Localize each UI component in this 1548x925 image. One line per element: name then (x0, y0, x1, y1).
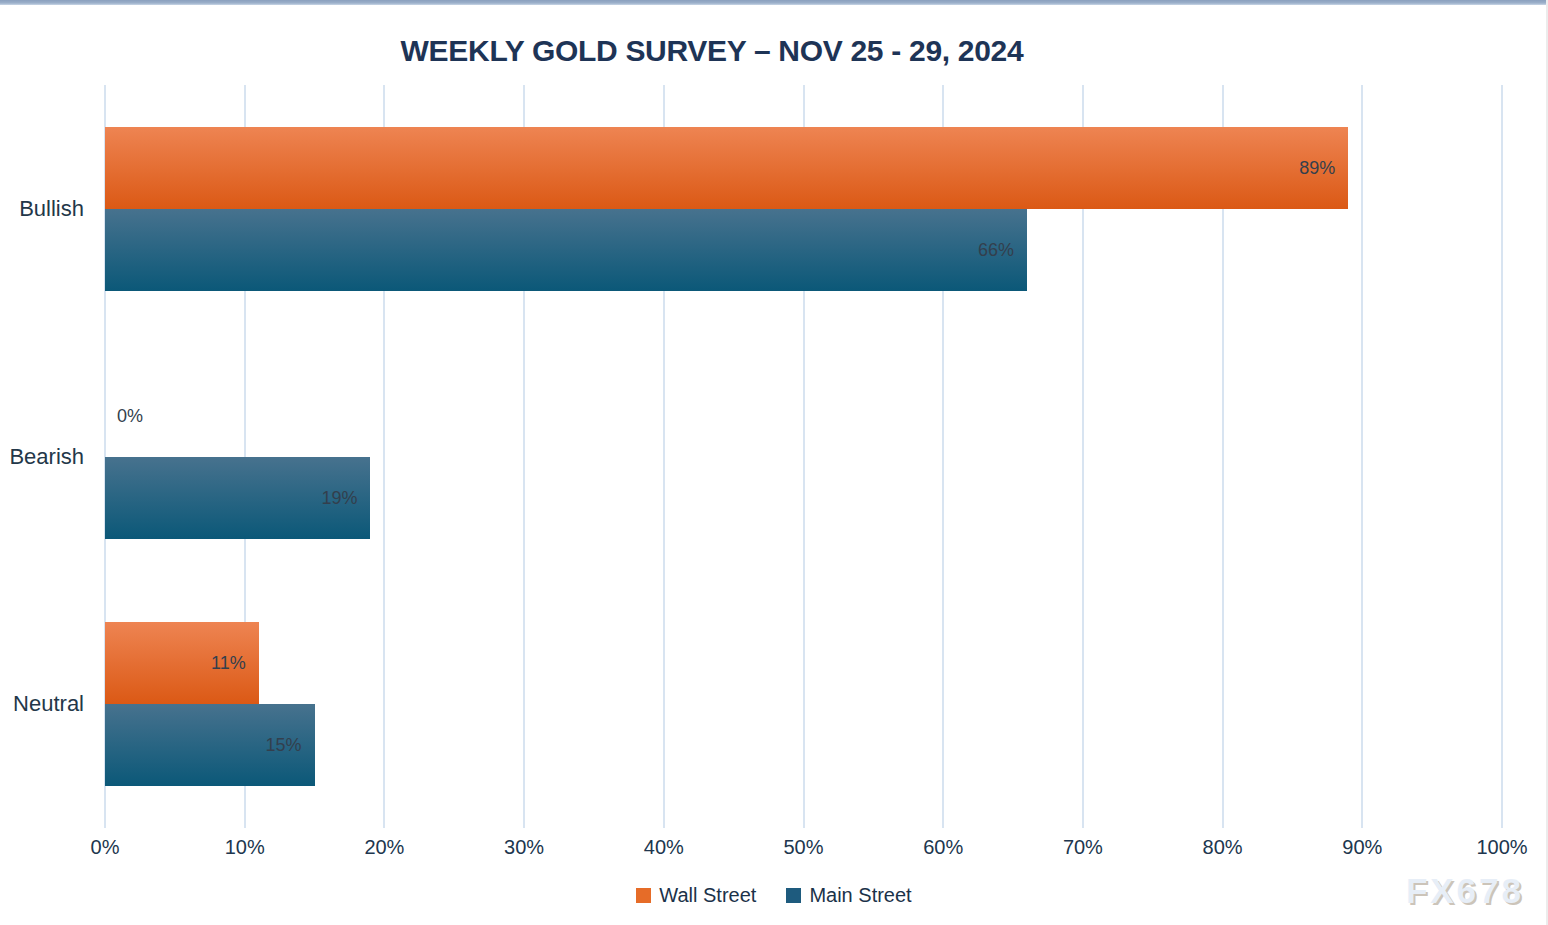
bar-value-label-wall-street-bearish: 0% (117, 375, 143, 457)
gridline (1361, 85, 1363, 828)
bar-value-label-main-street-bearish: 19% (105, 457, 357, 539)
bar-value-label-wall-street-neutral: 11% (105, 622, 246, 704)
x-tick-label: 90% (1312, 836, 1412, 859)
bar-value-label-main-street-bullish: 66% (105, 209, 1014, 291)
x-tick-label: 0% (55, 836, 155, 859)
bar-value-label-main-street-neutral: 15% (105, 704, 302, 786)
x-tick-label: 30% (474, 836, 574, 859)
category-label-bullish: Bullish (0, 196, 84, 222)
legend-label-wall-street: Wall Street (659, 884, 756, 907)
legend-item-wall-street: Wall Street (636, 884, 756, 907)
x-tick-label: 80% (1173, 836, 1273, 859)
chart-page: WEEKLY GOLD SURVEY – NOV 25 - 29, 2024 8… (0, 0, 1548, 925)
legend-label-main-street: Main Street (809, 884, 911, 907)
x-tick-label: 60% (893, 836, 993, 859)
x-tick-label: 10% (195, 836, 295, 859)
legend: Wall Street Main Street (0, 881, 1548, 909)
watermark: FX678 (1406, 871, 1524, 911)
legend-item-main-street: Main Street (786, 884, 911, 907)
x-tick-label: 20% (334, 836, 434, 859)
x-tick-label: 40% (614, 836, 714, 859)
legend-swatch-wall-street (636, 888, 651, 903)
bar-value-label-wall-street-bullish: 89% (105, 127, 1335, 209)
plot-area: 89%66% 0%19% 11%15% (105, 85, 1502, 828)
chart-title: WEEKLY GOLD SURVEY – NOV 25 - 29, 2024 (0, 34, 1424, 68)
gridline (1501, 85, 1503, 828)
legend-swatch-main-street (786, 888, 801, 903)
category-label-bearish: Bearish (0, 444, 84, 470)
x-tick-label: 70% (1033, 836, 1133, 859)
x-tick-label: 50% (754, 836, 854, 859)
category-label-neutral: Neutral (0, 691, 84, 717)
x-tick-label: 100% (1452, 836, 1548, 859)
page-top-border (0, 0, 1546, 5)
